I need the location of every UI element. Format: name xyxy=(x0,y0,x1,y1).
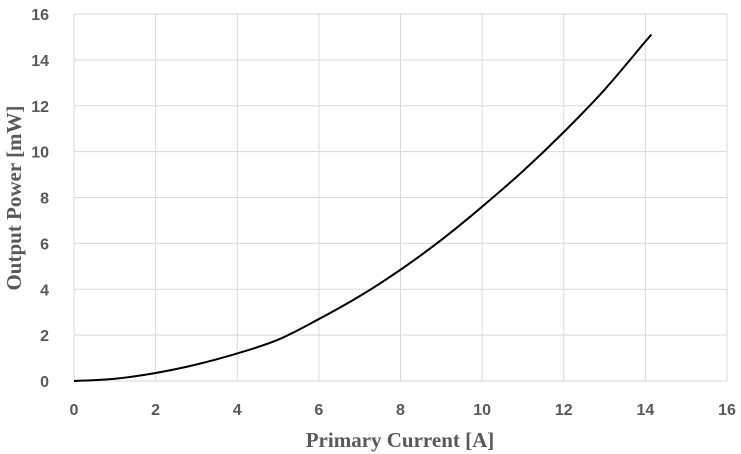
x-tick-label: 4 xyxy=(233,402,242,419)
y-tick-label: 6 xyxy=(40,236,49,253)
y-tick-label: 2 xyxy=(40,328,49,345)
x-tick-label: 8 xyxy=(396,402,405,419)
x-axis-title: Primary Current [A] xyxy=(306,428,495,452)
series-line xyxy=(73,33,653,382)
y-tick-label: 8 xyxy=(40,191,49,208)
y-tick-label: 4 xyxy=(40,282,49,299)
x-tick-label: 10 xyxy=(473,402,491,419)
y-tick-label: 0 xyxy=(40,374,49,391)
y-tick-label: 14 xyxy=(31,53,49,70)
grid xyxy=(73,13,728,382)
x-tick-label: 14 xyxy=(636,402,654,419)
y-tick-label: 10 xyxy=(31,145,49,162)
x-tick-label: 6 xyxy=(314,402,323,419)
x-tick-label: 16 xyxy=(718,402,736,419)
x-tick-label: 12 xyxy=(555,402,573,419)
y-tick-labels: 0 2 4 6 8 10 12 14 16 xyxy=(31,7,49,391)
x-tick-labels: 0 2 4 6 8 10 12 14 16 xyxy=(70,402,736,419)
series-layer xyxy=(73,33,653,382)
y-tick-label: 16 xyxy=(31,7,49,24)
x-tick-label: 0 xyxy=(70,402,79,419)
y-tick-label: 12 xyxy=(31,99,49,116)
x-tick-label: 2 xyxy=(151,402,160,419)
y-axis-title: Output Power [mW] xyxy=(2,105,26,290)
